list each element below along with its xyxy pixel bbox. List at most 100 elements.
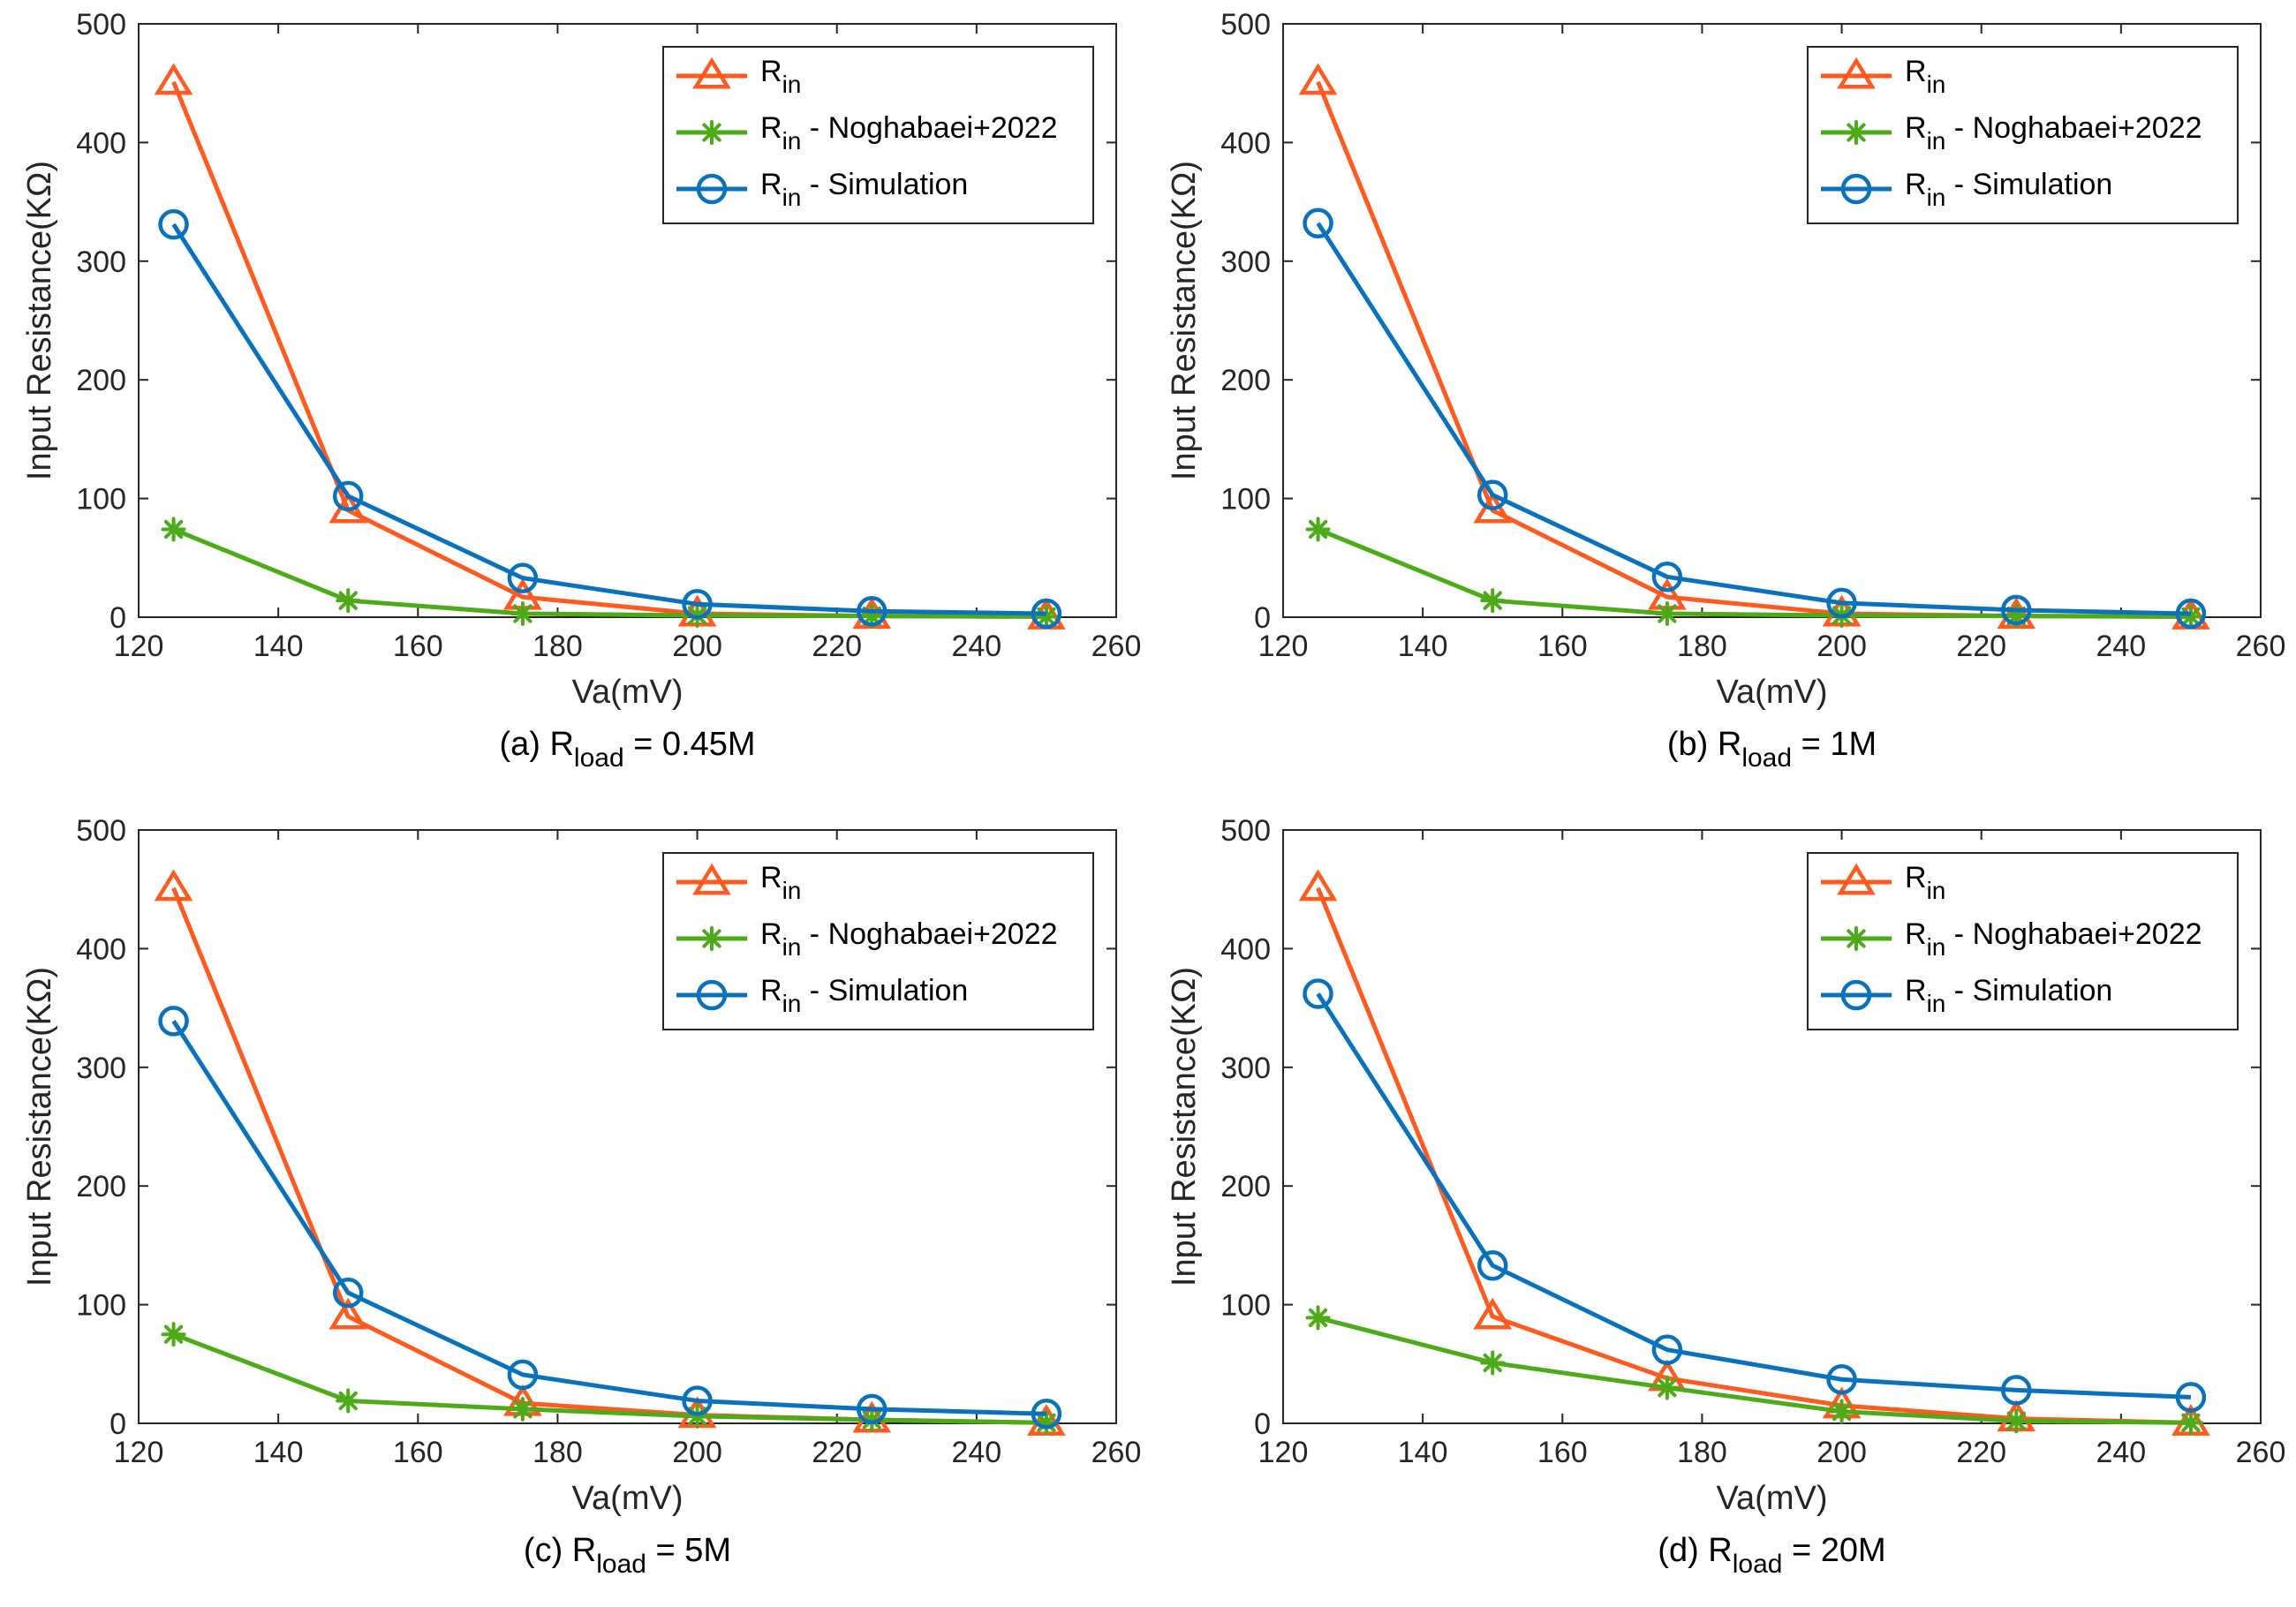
data-point <box>1477 479 1508 510</box>
legend-entry-name: R <box>1905 168 1927 201</box>
series-star <box>1305 1305 2203 1436</box>
legend-entry: Rin <box>760 55 801 98</box>
data-point <box>507 1359 539 1391</box>
legend-entry-subscript: in <box>782 127 802 155</box>
data-point <box>158 208 189 240</box>
x-tick-label: 260 <box>1091 1436 1142 1469</box>
legend-entry-suffix: - Noghabaei+2022 <box>1945 111 2202 145</box>
data-point <box>1480 588 1506 614</box>
data-point <box>1654 600 1680 626</box>
panel-d: 120 140 160 180 200 220 240 260 0 100 200 300 400 500… <box>1166 814 2285 1579</box>
legend-marker <box>699 926 724 951</box>
data-point <box>1303 207 1333 239</box>
x-tick-label: 160 <box>1537 630 1588 663</box>
y-tick-label: 500 <box>76 814 126 848</box>
y-tick-label: 0 <box>110 1407 126 1441</box>
data-point <box>1473 491 1513 524</box>
data-point <box>857 1393 887 1425</box>
legend-marker <box>692 57 731 89</box>
data-point <box>1031 598 1062 630</box>
y-tick-label: 500 <box>76 8 126 41</box>
y-tick-label: 200 <box>76 1170 126 1203</box>
legend-marker <box>1840 979 1872 1011</box>
data-point <box>1826 587 1857 619</box>
legend-marker <box>1844 120 1869 145</box>
legend-entry: Rin - Noghabaei+2022 <box>1905 917 2202 961</box>
y-tick-label: 300 <box>1220 245 1271 279</box>
panel-caption: (c) Rload = 5M <box>524 1532 731 1579</box>
legend-entry-subscript: in <box>782 71 802 98</box>
data-point <box>332 1277 364 1309</box>
panel-caption: (d) Rload = 20M <box>1658 1532 1885 1579</box>
data-point <box>1651 1334 1683 1365</box>
legend-entry: Rin - Noghabaei+2022 <box>760 111 1058 155</box>
legend-marker <box>699 120 724 145</box>
data-point <box>2175 1382 2207 1413</box>
y-tick-label: 100 <box>1220 483 1271 517</box>
data-point <box>336 588 361 614</box>
legend-entry-suffix: - Simulation <box>801 168 968 201</box>
data-point <box>1829 1399 1854 1424</box>
series-line <box>171 1020 1046 1416</box>
data-point <box>1033 604 1059 630</box>
caption-text-end: = 5M <box>646 1532 731 1569</box>
caption-subscript: load <box>574 743 624 773</box>
legend-entry-name: R <box>1905 55 1927 88</box>
legend-entry-subscript: in <box>1927 990 1946 1017</box>
x-axis-label: Va(mV) <box>572 1480 684 1517</box>
series-line <box>1317 527 2191 619</box>
y-tick-label: 300 <box>76 245 126 279</box>
legend-marker <box>1837 863 1876 895</box>
caption-text: (b) R <box>1667 726 1741 763</box>
legend-marker <box>1840 173 1872 205</box>
y-tick-label: 100 <box>1220 1289 1271 1323</box>
x-tick-label: 160 <box>1537 1436 1588 1469</box>
x-tick-label: 180 <box>1677 630 1727 663</box>
data-point <box>1305 1305 1331 1331</box>
data-point <box>332 480 364 512</box>
legend-entry-suffix: - Noghabaei+2022 <box>801 917 1057 951</box>
legend-marker <box>1837 57 1876 89</box>
legend-entry-subscript: in <box>1927 71 1946 98</box>
data-point <box>1033 1410 1059 1436</box>
caption-subscript: load <box>1741 743 1792 773</box>
caption-text-end: = 0.45M <box>624 726 756 763</box>
x-tick-label: 240 <box>951 1436 1001 1469</box>
data-point <box>859 603 885 629</box>
y-axis-label: Input Resistance(KΩ) <box>1166 967 1203 1286</box>
data-point <box>154 63 193 95</box>
legend-marker <box>692 863 731 895</box>
x-axis-label: Va(mV) <box>572 674 684 711</box>
legend-entry: Rin - Noghabaei+2022 <box>1905 111 2202 155</box>
legend-entry-subscript: in <box>1927 877 1946 904</box>
legend-entry-suffix: - Simulation <box>1945 974 2112 1007</box>
y-tick-label: 500 <box>1220 814 1271 848</box>
y-tick-label: 0 <box>1254 1407 1271 1441</box>
series-circle <box>158 1006 1062 1430</box>
legend-marker <box>696 173 728 205</box>
legend-entry: Rin - Simulation <box>1905 974 2112 1017</box>
series-line <box>1317 1315 2191 1425</box>
x-tick-label: 140 <box>1398 630 1448 663</box>
legend-entry-suffix: - Noghabaei+2022 <box>1945 917 2202 951</box>
data-point <box>510 1396 535 1422</box>
data-point <box>2004 603 2029 629</box>
caption-text: (a) R <box>499 726 573 763</box>
x-axis-label: Va(mV) <box>1717 674 1828 711</box>
series-line <box>1316 222 2191 616</box>
x-tick-label: 160 <box>393 630 443 663</box>
x-tick-label: 220 <box>812 630 862 663</box>
data-point <box>1031 1398 1062 1430</box>
y-tick-label: 500 <box>1220 8 1271 41</box>
x-tick-label: 120 <box>1258 630 1309 663</box>
data-point <box>857 596 887 627</box>
data-point <box>1826 1364 1857 1395</box>
legend-entry-suffix: - Simulation <box>801 974 968 1007</box>
y-axis-label: Input Resistance(KΩ) <box>21 967 58 1286</box>
legend-entry-subscript: in <box>782 933 802 961</box>
data-point <box>1305 517 1331 542</box>
data-point <box>1473 1297 1513 1330</box>
